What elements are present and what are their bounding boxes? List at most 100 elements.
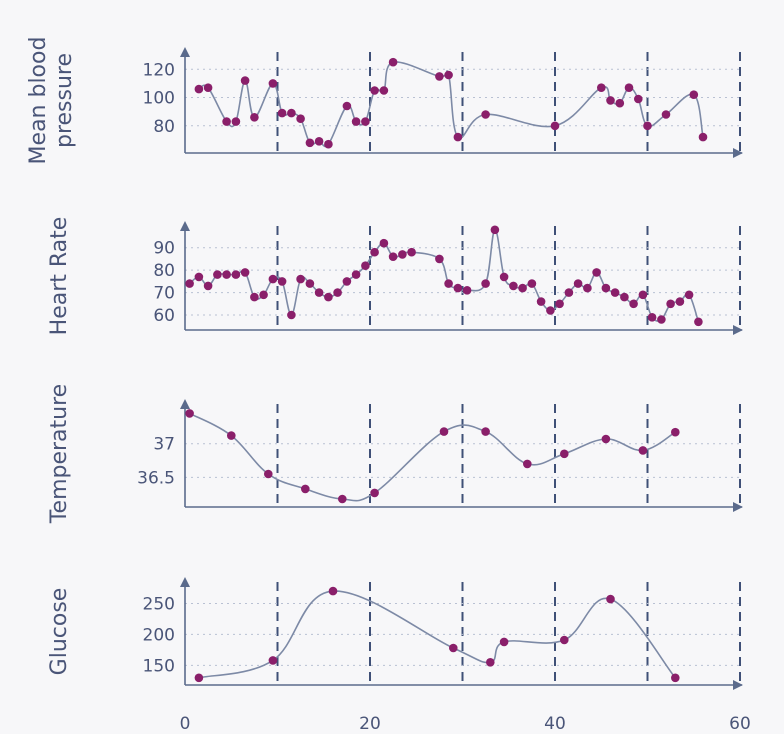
panel-2-data-point (684, 290, 694, 300)
vertical-marker-layer (276, 52, 741, 685)
panel-1-data-point (634, 94, 643, 104)
panel-1-data-point (222, 117, 231, 126)
panel-1-data-point (597, 83, 606, 92)
panel-2-data-point (666, 299, 675, 309)
panel-1-data-point (444, 70, 453, 80)
panel-2-data-point (185, 279, 194, 288)
panel-4-x-axis-arrow (733, 680, 743, 690)
panel-2-data-point (564, 288, 574, 297)
panel-2-data-point (296, 274, 305, 284)
panel-2-data-point (305, 279, 315, 288)
data-point-layer (185, 57, 708, 683)
panel-2-data-point (527, 279, 537, 288)
panel-2-data-point (462, 286, 472, 295)
panel-2-data-point (407, 247, 416, 257)
panel-2-data-point (453, 283, 463, 293)
panel-4-y-tick-label: 200 (143, 625, 175, 645)
panel-3-y-tick-label: 37 (153, 435, 175, 455)
panel-1-data-point (240, 76, 250, 85)
panel-2-data-point (342, 277, 352, 286)
panel-3-series-line (189, 412, 676, 502)
panel-2-data-point (351, 270, 361, 279)
panel-2-data-point (601, 283, 611, 293)
panel-1-data-point (203, 83, 213, 92)
panel-1-data-point (453, 132, 463, 142)
panel-1-data-point (615, 98, 625, 108)
panel-4-data-point (560, 635, 569, 645)
panel-2-data-point (546, 306, 555, 315)
panel-2-data-point (638, 290, 648, 300)
panel-1-y-axis-label: pressure (52, 53, 77, 148)
panel-1-data-point (231, 117, 241, 126)
panel-1-data-point (606, 96, 615, 105)
panel-3-data-point (227, 431, 236, 440)
panel-1-data-point (361, 117, 370, 126)
panel-2-data-point (324, 292, 333, 302)
panel-1-data-point (435, 72, 444, 81)
panel-1-data-point (277, 108, 287, 118)
panel-2-data-point (555, 299, 564, 309)
panel-3-data-point (185, 409, 194, 418)
panel-1-data-point (287, 108, 296, 118)
panel-2-data-point (490, 225, 500, 235)
panel-3-data-point (560, 449, 569, 459)
panel-1-data-point (351, 117, 361, 126)
panel-3-data-point (638, 446, 648, 455)
panel-4-data-point (606, 594, 615, 604)
panel-1-data-point (624, 83, 634, 92)
panel-2-y-tick-label: 90 (153, 239, 175, 259)
panel-2-data-point (222, 270, 231, 279)
panel-2-data-point (629, 299, 638, 309)
panel-2-data-point (657, 315, 666, 324)
panel-3-y-tick-label: 36.5 (137, 468, 175, 488)
panel-2-data-point (370, 247, 379, 257)
x-tick-label: 0 (180, 714, 191, 734)
panel-1-y-tick-label: 120 (143, 60, 175, 80)
panel-2-data-point (444, 279, 453, 288)
panel-4-y-axis-arrow (180, 577, 190, 587)
panel-3-y-axis-label: Temperature (47, 384, 72, 524)
panel-1-data-point (698, 132, 708, 142)
panel-2-data-point (277, 277, 287, 286)
panel-3-data-point (439, 427, 449, 436)
panel-2-data-point (620, 292, 629, 302)
panel-3-data-point (370, 488, 379, 498)
panel-2-data-point (314, 288, 324, 297)
panel-1-y-tick-label: 80 (153, 117, 175, 137)
axes-layer (180, 47, 743, 690)
panel-2-data-point (583, 283, 592, 293)
panel-1-data-point (314, 137, 324, 146)
panel-2-y-tick-label: 70 (153, 284, 175, 304)
panel-2-data-point (213, 270, 222, 279)
panel-1-data-point (194, 84, 204, 94)
panel-4-y-axis-label: Glucose (47, 588, 72, 676)
panel-3-x-axis-arrow (733, 502, 743, 512)
panel-2-data-point (592, 268, 601, 277)
panel-1-data-point (379, 86, 389, 95)
panel-4-data-point (671, 673, 680, 683)
panel-1-data-point (643, 121, 652, 131)
panel-2-data-point (231, 270, 241, 279)
panel-3-data-point (301, 484, 310, 494)
panel-1-y-axis-label: Mean blood (26, 37, 51, 165)
panel-2-data-point (536, 297, 546, 306)
panel-2-data-point (203, 281, 213, 291)
panel-1-data-point (324, 139, 333, 149)
panel-4-data-point (328, 586, 338, 596)
panel-1-data-point (250, 113, 259, 122)
panel-4-data-point (499, 637, 509, 647)
panel-1-data-point (305, 138, 315, 148)
panel-2-data-point (379, 238, 389, 248)
panel-3-data-point (601, 434, 611, 444)
panel-4-data-point (449, 643, 458, 653)
panel-2-data-point (573, 279, 583, 288)
panel-2-data-point (647, 313, 657, 322)
panel-2-data-point (250, 292, 259, 302)
panel-1-y-axis-arrow (180, 47, 190, 57)
panel-4-data-point (268, 656, 278, 665)
panel-1-data-point (481, 110, 490, 119)
panel-2-data-point (610, 288, 620, 297)
x-tick-label: 20 (359, 714, 381, 734)
panel-2-data-point (268, 274, 278, 284)
